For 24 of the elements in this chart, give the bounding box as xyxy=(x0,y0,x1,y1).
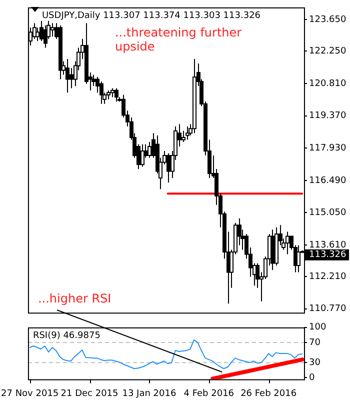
annotation: ...threatening further upside xyxy=(114,26,242,54)
y-tick-label: 116.490 xyxy=(309,176,346,186)
y-tick-label: 119.370 xyxy=(309,111,346,122)
y-tick-label: 100 xyxy=(309,322,326,333)
y-tick-label: 112.210 xyxy=(309,272,346,282)
chart-title: USDJPY,Daily 113.307 113.374 113.303 113.326 xyxy=(42,11,261,22)
y-tick-label: 113.610 xyxy=(309,240,346,250)
y-tick-label: 70 xyxy=(309,338,321,348)
x-tick-label: 4 Feb 2016 xyxy=(184,388,234,399)
y-tick-label: 115.050 xyxy=(309,208,346,218)
y-tick-label: 122.250 xyxy=(309,46,346,57)
x-tick-label: 21 Dec 2015 xyxy=(60,388,118,399)
y-tick-label: 117.930 xyxy=(309,143,346,154)
x-tick-label: 26 Feb 2016 xyxy=(240,388,297,399)
y-tick-label: 30 xyxy=(309,358,321,368)
y-tick-label: 110.770 xyxy=(309,304,346,314)
y-tick-label: 123.650 xyxy=(309,15,346,26)
chart-title: RSI(9) 46.9875 xyxy=(32,331,100,342)
y-tick-label: 0 xyxy=(309,373,315,384)
text: 113.326 xyxy=(309,250,346,260)
y-tick-label: 120.810 xyxy=(309,78,346,89)
annotation: ...higher RSI xyxy=(38,292,112,306)
x-tick-label: 27 Nov 2015 xyxy=(1,388,59,399)
x-tick-label: 13 Jan 2016 xyxy=(122,388,176,399)
